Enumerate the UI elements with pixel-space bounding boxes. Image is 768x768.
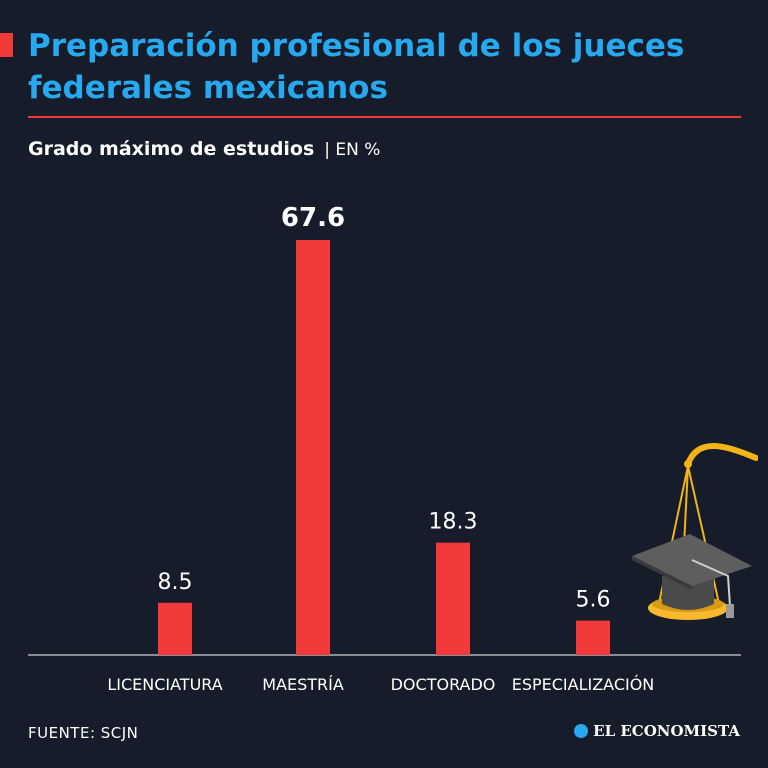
source-note: FUENTE: SCJN: [28, 724, 139, 742]
data-label: 8.5: [158, 570, 193, 595]
graduation-cap-scale-icon: [628, 436, 759, 640]
bar-especialización: [576, 620, 610, 655]
category-label: LICENCIATURA: [107, 675, 222, 694]
brand-logo: EL ECONOMISTA: [574, 722, 740, 740]
category-label: MAESTRÍA: [262, 675, 344, 694]
bar-maestría: [296, 240, 330, 655]
data-label: 18.3: [429, 510, 478, 535]
el-economista-logo-icon: [574, 724, 589, 738]
category-label: ESPECIALIZACIÓN: [512, 675, 655, 694]
unit-label: | EN %: [324, 140, 381, 160]
data-label: 67.6: [281, 203, 345, 233]
category-label: DOCTORADO: [391, 675, 496, 694]
bar-licenciatura: [158, 602, 192, 655]
subtitle-text: Grado máximo de estudios: [28, 138, 315, 160]
title-divider: [28, 116, 741, 118]
bar-doctorado: [436, 542, 470, 655]
brand-name: EL ECONOMISTA: [593, 722, 740, 740]
data-label: 5.6: [576, 588, 611, 613]
chart-title: Preparación profesional de los jueces fe…: [28, 28, 685, 106]
chart-subtitle: Grado máximo de estudios | EN %: [28, 138, 380, 160]
title-accent-bar: [0, 33, 13, 57]
